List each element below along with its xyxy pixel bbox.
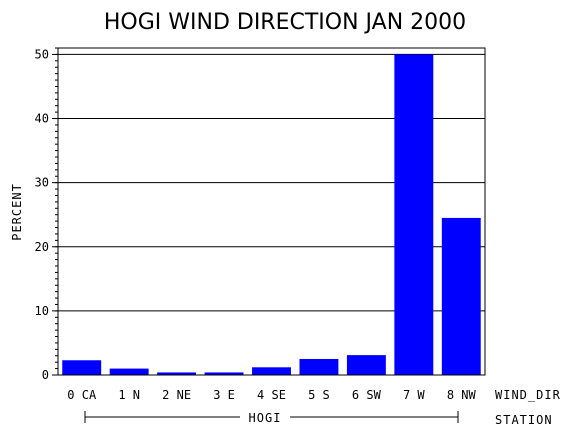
x-category-label: 1 N: [118, 388, 140, 402]
y-axis-label: PERCENT: [10, 183, 24, 241]
bar: [252, 367, 291, 375]
bar: [204, 372, 244, 375]
bar: [62, 360, 102, 375]
x-category-label: 5 S: [308, 388, 330, 402]
x-axis: 0 CA 1 N 2 NE 3 E 4 SE 5 S 6 SW 7 W 8 NW: [67, 388, 476, 402]
bar: [157, 372, 197, 375]
bar: [441, 217, 481, 375]
bar: [346, 355, 386, 375]
y-tick-label: 10: [35, 304, 49, 318]
group-label: HOGI: [249, 411, 282, 425]
group-axis-label: STATION: [495, 413, 553, 427]
y-tick-label: 40: [35, 112, 49, 126]
x-category-label: 8 NW: [447, 388, 477, 402]
y-tick-label: 30: [35, 176, 49, 190]
plot-frame: [57, 47, 486, 376]
x-axis-label: WIND_DIR: [495, 388, 561, 402]
x-category-label: 6 SW: [352, 388, 382, 402]
y-tick-label: 20: [35, 240, 49, 254]
y-tick-label: 50: [35, 47, 49, 61]
station-group-bracket: HOGI: [84, 411, 459, 425]
x-category-label: 7 W: [403, 388, 425, 402]
x-category-label: 2 NE: [162, 388, 191, 402]
chart-title: HOGI WIND DIRECTION JAN 2000: [104, 10, 466, 35]
y-tick-label: 0: [42, 368, 49, 382]
y-axis: 0 10 20 30 40 50: [35, 47, 58, 382]
x-category-label: 0 CA: [67, 388, 97, 402]
bar: [394, 54, 434, 375]
bar: [109, 368, 149, 375]
x-category-label: 3 E: [213, 388, 235, 402]
x-category-label: 4 SE: [257, 388, 286, 402]
bars: [62, 54, 481, 375]
bar: [299, 358, 339, 375]
